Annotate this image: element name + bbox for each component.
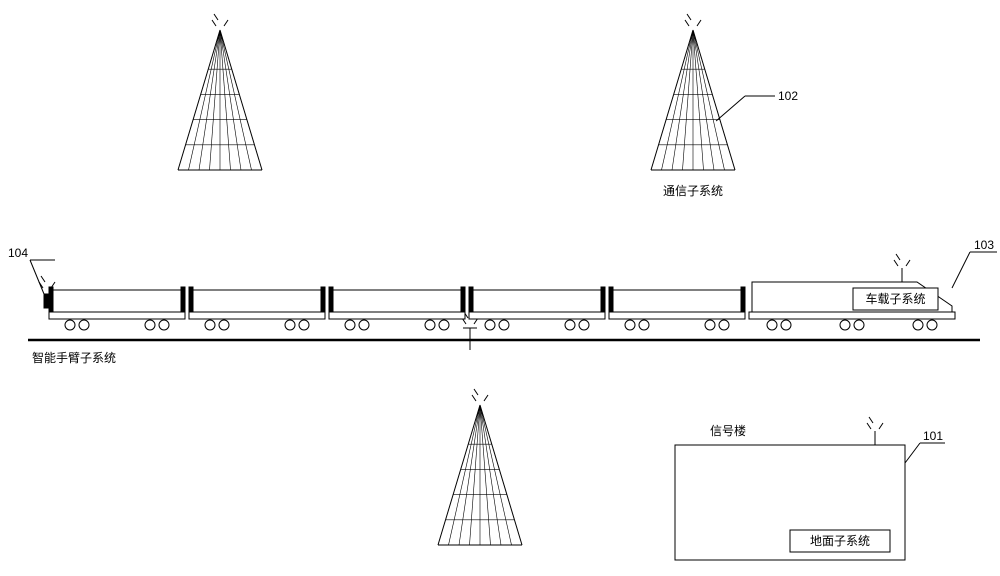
- tower: [651, 14, 735, 170]
- label-ground-subsystem: 地面子系统: [810, 534, 870, 548]
- freight-car: [49, 287, 185, 330]
- label-smart-arm-subsystem: 智能手臂子系统: [32, 350, 116, 365]
- freight-car: [469, 287, 605, 330]
- freight-car: [189, 287, 325, 330]
- tower: [178, 14, 262, 170]
- label-comm-subsystem: 通信子系统: [663, 184, 723, 198]
- label-onboard-subsystem: 车载子系统: [865, 291, 925, 306]
- signal-building: [675, 417, 905, 560]
- freight-car: [329, 287, 465, 330]
- ref-103: 103: [974, 238, 994, 252]
- ref-104: 104: [8, 246, 28, 260]
- ref-102: 102: [778, 89, 798, 103]
- ref-101: 101: [923, 429, 943, 443]
- freight-car: [609, 287, 745, 330]
- label-signal-building: 信号楼: [710, 423, 746, 438]
- tower: [438, 389, 522, 545]
